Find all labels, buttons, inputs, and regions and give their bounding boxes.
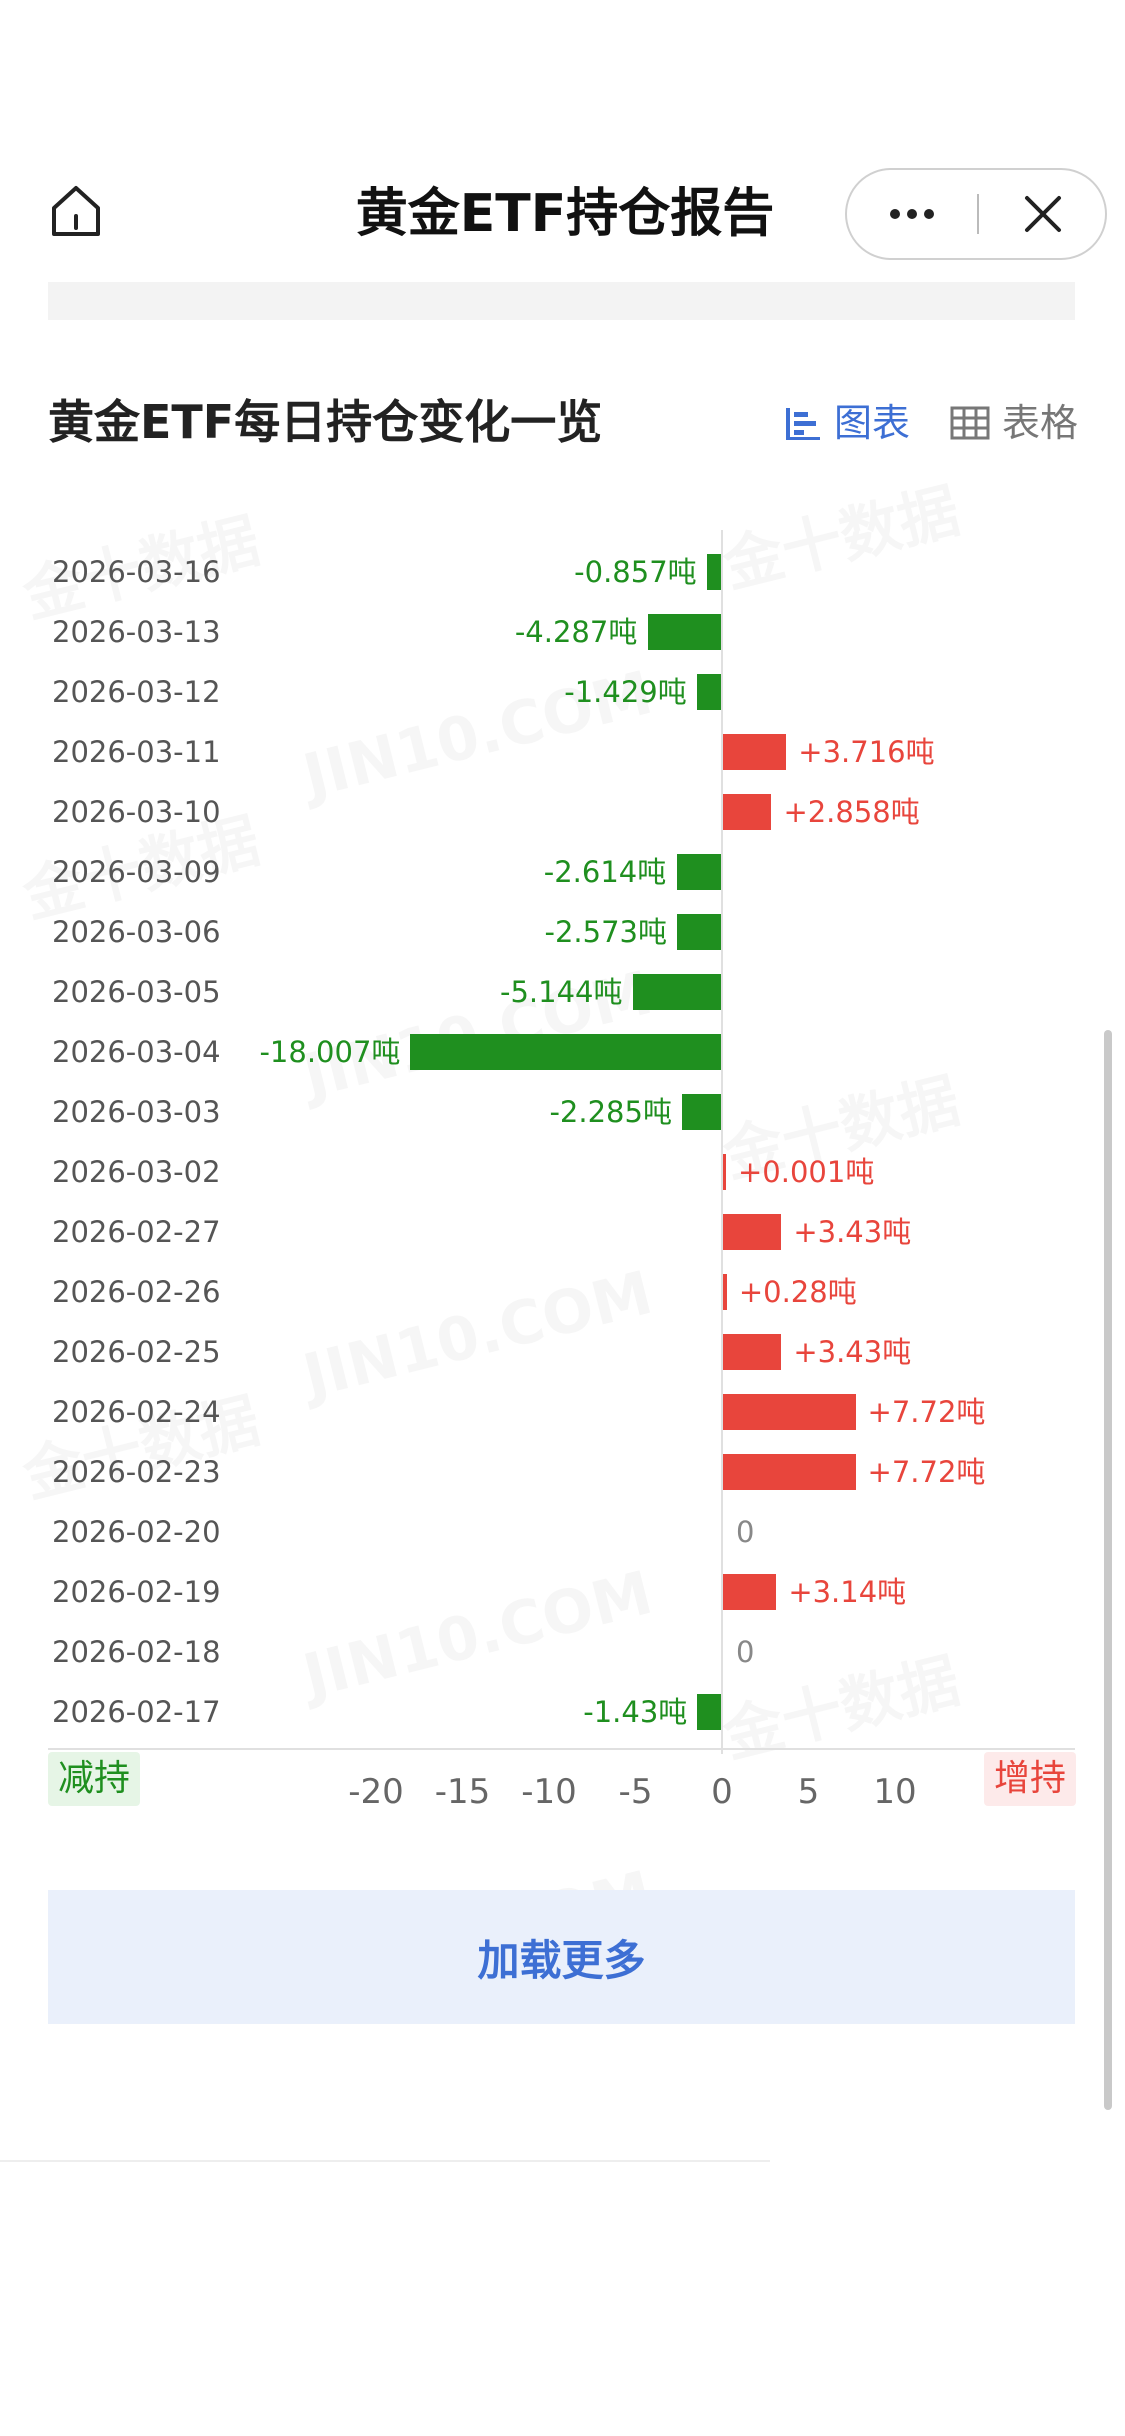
- category-label: 2026-03-02: [52, 1155, 221, 1189]
- category-label: 2026-03-09: [52, 855, 221, 889]
- bar[interactable]: [722, 1274, 727, 1310]
- table-grid-icon: [950, 406, 990, 440]
- x-tick-label: -10: [521, 1772, 577, 1812]
- data-label: +3.14吨: [788, 1575, 907, 1609]
- data-label: +3.716吨: [798, 735, 935, 769]
- section-title: 黄金ETF每日持仓变化一览: [48, 395, 603, 449]
- data-label: +7.72吨: [867, 1455, 986, 1489]
- data-label: +7.72吨: [867, 1395, 986, 1429]
- page-scrollbar[interactable]: [1104, 1030, 1112, 2110]
- bar[interactable]: [722, 1574, 777, 1610]
- category-label: 2026-02-20: [52, 1515, 221, 1549]
- category-label: 2026-02-27: [52, 1215, 221, 1249]
- x-axis-line: [48, 1748, 1075, 1750]
- legend-increase: 增持: [984, 1752, 1077, 1806]
- category-label: 2026-03-11: [52, 735, 221, 769]
- category-label: 2026-03-16: [52, 555, 221, 589]
- tab-table-label: 表格: [1002, 401, 1079, 445]
- category-label: 2026-02-17: [52, 1695, 221, 1729]
- bar[interactable]: [697, 674, 722, 710]
- data-label: -1.43吨: [583, 1695, 688, 1729]
- tab-table[interactable]: 表格: [950, 398, 1078, 448]
- x-tick-label: 10: [873, 1772, 917, 1812]
- category-label: 2026-03-10: [52, 795, 221, 829]
- mini-program-capsule: [845, 168, 1107, 260]
- category-label: 2026-03-04: [52, 1035, 221, 1069]
- category-label: 2026-02-19: [52, 1575, 221, 1609]
- category-label: 2026-02-23: [52, 1455, 221, 1489]
- category-label: 2026-03-13: [52, 615, 221, 649]
- page-title: 黄金ETF持仓报告: [355, 184, 775, 244]
- data-label: -2.285吨: [549, 1095, 672, 1129]
- bar[interactable]: [722, 794, 772, 830]
- bar[interactable]: [722, 1394, 856, 1430]
- bar[interactable]: [677, 914, 722, 950]
- data-label: -2.573吨: [544, 915, 667, 949]
- x-tick-label: 0: [711, 1772, 733, 1812]
- load-more-button[interactable]: 加载更多: [48, 1890, 1075, 2024]
- data-label: +0.28吨: [738, 1275, 857, 1309]
- bar[interactable]: [676, 854, 722, 890]
- bar[interactable]: [722, 1454, 856, 1490]
- bar-chart-icon: [786, 408, 820, 440]
- close-x-icon: [1025, 196, 1061, 232]
- bar[interactable]: [722, 1214, 782, 1250]
- category-label: 2026-02-26: [52, 1275, 221, 1309]
- data-label: -0.857吨: [574, 555, 697, 589]
- more-dots-icon: [890, 209, 934, 219]
- bar[interactable]: [722, 1334, 782, 1370]
- data-label: -18.007吨: [259, 1035, 401, 1069]
- bar[interactable]: [697, 1694, 722, 1730]
- bar[interactable]: [647, 614, 722, 650]
- category-label: 2026-03-12: [52, 675, 221, 709]
- category-label: 2026-03-05: [52, 975, 221, 1009]
- capsule-divider: [977, 194, 979, 234]
- tab-chart-label: 图表: [834, 401, 911, 445]
- bar[interactable]: [707, 554, 722, 590]
- data-label: -5.144吨: [500, 975, 623, 1009]
- data-label: -2.614吨: [543, 855, 667, 889]
- bottom-divider: [0, 2160, 770, 2162]
- x-tick-label: -5: [618, 1772, 653, 1812]
- legend-reduce: 减持: [48, 1752, 141, 1806]
- tab-chart[interactable]: 图表: [784, 398, 910, 448]
- data-label: +3.43吨: [793, 1215, 912, 1249]
- x-tick-label: -15: [434, 1772, 491, 1812]
- nav-bar: 黄金ETF持仓报告: [0, 0, 1125, 300]
- bar[interactable]: [633, 974, 722, 1010]
- bar[interactable]: [722, 734, 787, 770]
- bar[interactable]: [682, 1094, 722, 1130]
- home-icon[interactable]: [48, 182, 104, 238]
- category-label: 2026-03-03: [52, 1095, 221, 1129]
- header-strip: [48, 282, 1075, 320]
- data-label: -4.287吨: [514, 615, 638, 649]
- category-label: 2026-03-06: [52, 915, 221, 949]
- data-label: 0: [736, 1635, 755, 1669]
- x-tick-label: 5: [797, 1772, 820, 1812]
- category-label: 2026-02-25: [52, 1335, 221, 1369]
- data-label: -1.429吨: [564, 675, 687, 709]
- data-label: +3.43吨: [793, 1335, 912, 1369]
- x-tick-label: -20: [348, 1772, 404, 1812]
- bar[interactable]: [410, 1034, 722, 1070]
- data-label: +0.001吨: [738, 1155, 875, 1189]
- category-label: 2026-02-18: [52, 1635, 221, 1669]
- zero-axis-line: [721, 530, 723, 1754]
- close-button[interactable]: [979, 170, 1107, 258]
- holdings-bar-chart: 2026-03-16 -0.857吨 2026-03-13 -4.287吨 2026-0…: [0, 530, 1125, 1830]
- data-label: 0: [736, 1515, 755, 1549]
- data-label: +2.858吨: [783, 795, 920, 829]
- bar[interactable]: [722, 1154, 726, 1190]
- category-label: 2026-02-24: [52, 1395, 221, 1429]
- more-button[interactable]: [847, 170, 977, 258]
